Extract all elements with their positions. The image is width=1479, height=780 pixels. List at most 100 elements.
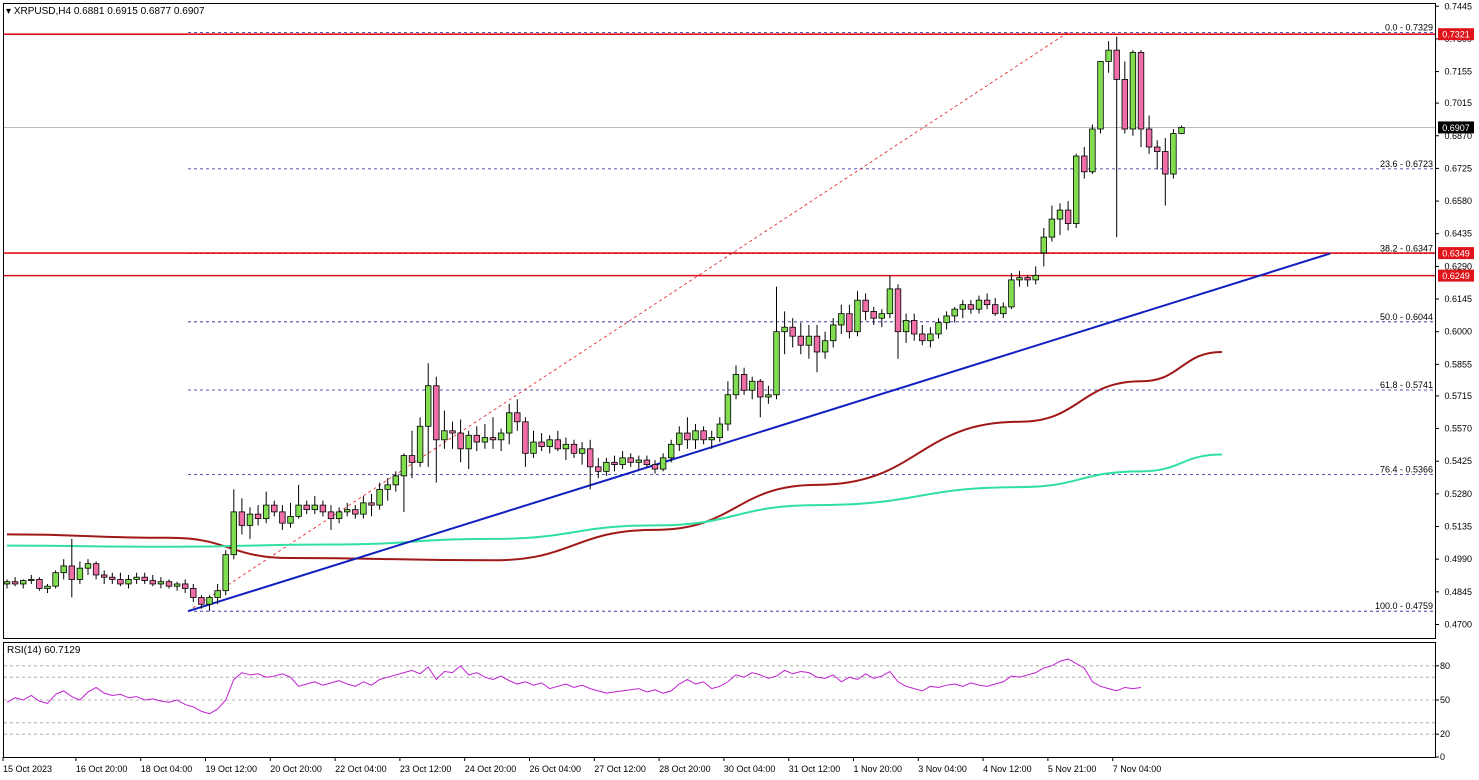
main-plot-frame xyxy=(3,3,1436,639)
candle-body xyxy=(935,322,942,335)
price-badge-label: 0.7321 xyxy=(1442,30,1470,40)
candle-body xyxy=(862,299,869,312)
candle xyxy=(1129,50,1137,136)
candle xyxy=(1056,203,1064,235)
candle xyxy=(433,376,440,483)
candle xyxy=(886,275,894,319)
price-tick-label: 0.7015 xyxy=(1444,98,1472,108)
candle xyxy=(789,318,796,348)
candle xyxy=(360,496,367,519)
candle xyxy=(1008,273,1015,310)
candle-body xyxy=(416,425,424,463)
candle-body xyxy=(757,380,764,398)
candle xyxy=(611,455,618,472)
candle-body xyxy=(749,380,756,391)
price-tick-label: 0.4990 xyxy=(1444,554,1472,564)
candle xyxy=(522,417,529,467)
candle xyxy=(1162,138,1169,206)
candle xyxy=(587,439,594,490)
candle xyxy=(238,498,246,535)
candle-body xyxy=(943,315,950,324)
candle xyxy=(44,583,51,593)
candle-body xyxy=(125,579,132,585)
candle-body xyxy=(878,313,885,319)
candle-body xyxy=(60,565,67,574)
fib-level-label: 100.0 - 0.4759 xyxy=(1375,601,1433,611)
candle-body xyxy=(846,313,853,333)
price-tick-label: 0.6000 xyxy=(1444,327,1472,337)
candle-body xyxy=(838,313,845,326)
candle xyxy=(376,482,383,510)
candle xyxy=(781,311,788,355)
candle xyxy=(1016,270,1023,287)
candle xyxy=(1073,153,1080,229)
time-tick-label: 30 Oct 04:00 xyxy=(724,764,776,774)
candle xyxy=(287,502,294,528)
candle xyxy=(935,318,942,339)
chart-ohlc: 0.6881 0.6915 0.6877 0.6907 xyxy=(74,6,205,17)
candle xyxy=(603,457,610,476)
candle xyxy=(214,583,221,605)
candle xyxy=(473,426,480,452)
candle xyxy=(619,451,626,470)
candle-body xyxy=(975,299,983,310)
candle-body xyxy=(765,394,772,398)
candle xyxy=(101,570,108,584)
candle-body xyxy=(352,509,359,515)
candle-body xyxy=(28,579,35,581)
candle xyxy=(149,574,156,587)
candle-body xyxy=(611,461,618,465)
candle xyxy=(538,433,545,452)
candle xyxy=(546,435,553,454)
fib-level-label: 76.4 - 0.5366 xyxy=(1380,464,1433,474)
candle-body xyxy=(295,504,302,517)
candle xyxy=(198,595,205,609)
candle-body xyxy=(1081,155,1088,173)
candle xyxy=(1178,125,1185,135)
candle xyxy=(11,577,19,587)
candle-body xyxy=(781,326,788,333)
fib-level-label: 23.6 - 0.6723 xyxy=(1380,159,1433,169)
candle xyxy=(335,507,343,524)
candle-body xyxy=(1154,146,1161,152)
price-badge-label: 0.6907 xyxy=(1442,123,1470,133)
candle xyxy=(578,442,586,465)
candle xyxy=(246,507,254,539)
candle xyxy=(643,455,651,467)
candle-body xyxy=(1145,128,1153,148)
price-tick-label: 0.7445 xyxy=(1444,1,1472,11)
fib-level-label: 38.2 - 0.6347 xyxy=(1380,244,1433,254)
candle xyxy=(28,574,35,584)
candle-body xyxy=(797,335,804,346)
candle-body xyxy=(595,466,602,472)
candle xyxy=(595,457,602,479)
candle-body xyxy=(1008,279,1015,308)
price-badge-bg xyxy=(1438,28,1474,41)
candle xyxy=(1048,205,1056,242)
candle xyxy=(1064,201,1072,231)
candle xyxy=(514,399,521,431)
candle-body xyxy=(603,461,610,472)
rsi-tick-label: 0 xyxy=(1440,752,1445,762)
candle xyxy=(846,304,853,339)
time-tick-label: 7 Nov 04:00 xyxy=(1113,764,1162,774)
candle-body xyxy=(919,333,926,342)
candle xyxy=(295,484,302,519)
candle-body xyxy=(546,439,553,447)
candle-body xyxy=(206,597,213,605)
candle xyxy=(141,572,148,584)
candle xyxy=(1032,266,1039,285)
time-tick-label: 26 Oct 04:00 xyxy=(530,764,582,774)
candle-body xyxy=(173,583,181,587)
candle xyxy=(1040,228,1047,267)
candle-body xyxy=(911,320,918,335)
candle xyxy=(254,505,262,526)
candle-body xyxy=(3,581,11,585)
candle xyxy=(716,417,723,443)
candle xyxy=(92,561,100,580)
price-tick-label: 0.6725 xyxy=(1444,163,1472,173)
candle xyxy=(765,385,772,404)
candle xyxy=(1081,147,1088,179)
time-tick-label: 24 Oct 20:00 xyxy=(465,764,517,774)
candle xyxy=(327,505,335,530)
